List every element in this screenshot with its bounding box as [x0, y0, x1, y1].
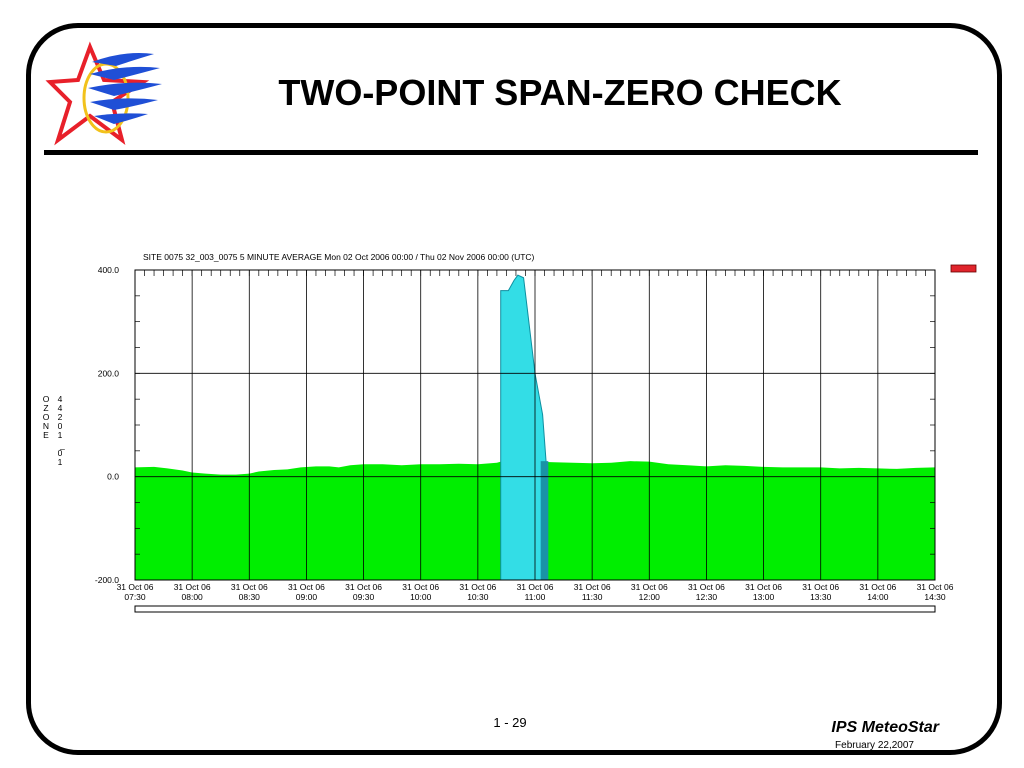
chart-title: SITE 0075 32_003_0075 5 MINUTE AVERAGE M… — [143, 252, 535, 262]
x-tick-label-time: 13:30 — [810, 592, 832, 602]
y-tick-label: 200.0 — [98, 368, 120, 378]
x-tick-label-date: 31 Oct 06 — [859, 582, 896, 592]
y-axis-code-char: 2 — [58, 412, 63, 422]
y-axis-label-char: Z — [43, 403, 48, 413]
slide-title: TWO-POINT SPAN-ZERO CHECK — [278, 72, 842, 113]
x-tick-label-date: 31 Oct 06 — [631, 582, 668, 592]
x-tick-label-time: 14:30 — [924, 592, 946, 602]
x-tick-label-date: 31 Oct 06 — [917, 582, 954, 592]
x-tick-label-date: 31 Oct 06 — [688, 582, 725, 592]
x-tick-label-date: 31 Oct 06 — [288, 582, 325, 592]
x-tick-label-time: 12:00 — [639, 592, 661, 602]
x-tick-label-time: 09:30 — [353, 592, 375, 602]
x-tick-label-time: 11:00 — [525, 592, 546, 602]
x-tick-label-time: 11:30 — [582, 592, 603, 602]
x-tick-label-time: 08:30 — [239, 592, 261, 602]
plot-border — [134, 269, 936, 581]
x-tick-label-time: 13:00 — [753, 592, 775, 602]
x-tick-label-date: 31 Oct 06 — [345, 582, 382, 592]
x-tick-label-date: 31 Oct 06 — [517, 582, 554, 592]
x-tick-label-date: 31 Oct 06 — [231, 582, 268, 592]
x-tick-label-time: 07:30 — [124, 592, 146, 602]
y-axis-code-char: 1 — [58, 430, 63, 440]
x-tick-label-date: 31 Oct 06 — [574, 582, 611, 592]
y-axis-code-char: 0̅ — [58, 448, 66, 458]
y-axis-code-char: 0 — [58, 421, 63, 431]
title-divider — [44, 150, 978, 155]
page-number: 1 - 29 — [493, 715, 527, 730]
zero-check-area — [540, 461, 549, 580]
x-tick-label-time: 10:00 — [410, 592, 432, 602]
x-tick-label-time: 08:00 — [182, 592, 204, 602]
x-tick-label-date: 31 Oct 06 — [802, 582, 839, 592]
legend-swatch — [950, 264, 977, 273]
footer-date: February 22,2007 — [835, 740, 914, 751]
x-tick-label-date: 31 Oct 06 — [174, 582, 211, 592]
x-tick-label-date: 31 Oct 06 — [459, 582, 496, 592]
y-axis-code-char: 4 — [58, 403, 63, 413]
y-axis-label-char: O — [43, 394, 50, 404]
x-tick-label-time: 10:30 — [467, 592, 489, 602]
y-axis-label-char: O — [43, 412, 50, 422]
x-tick-label-time: 14:00 — [867, 592, 889, 602]
ips-meteostar-logo-icon — [45, 41, 162, 146]
brand-name: IPS MeteoStar — [831, 719, 939, 736]
y-axis-label-char: E — [43, 430, 49, 440]
x-tick-label-date: 31 Oct 06 — [745, 582, 782, 592]
y-tick-label: 0.0 — [107, 472, 119, 482]
y-axis-code-char: 1 — [58, 457, 63, 467]
x-tick-label-date: 31 Oct 06 — [117, 582, 154, 592]
x-tick-label-time: 12:30 — [696, 592, 718, 602]
y-tick-label: -200.0 — [95, 575, 119, 585]
y-axis-label-char: N — [43, 421, 49, 431]
x-tick-label-date: 31 Oct 06 — [402, 582, 439, 592]
chart-scrollbar — [134, 605, 936, 613]
y-tick-label: 400.0 — [98, 265, 120, 275]
slide-frame — [26, 23, 1002, 755]
y-axis-code-char: 4 — [58, 394, 63, 404]
x-tick-label-time: 09:00 — [296, 592, 318, 602]
